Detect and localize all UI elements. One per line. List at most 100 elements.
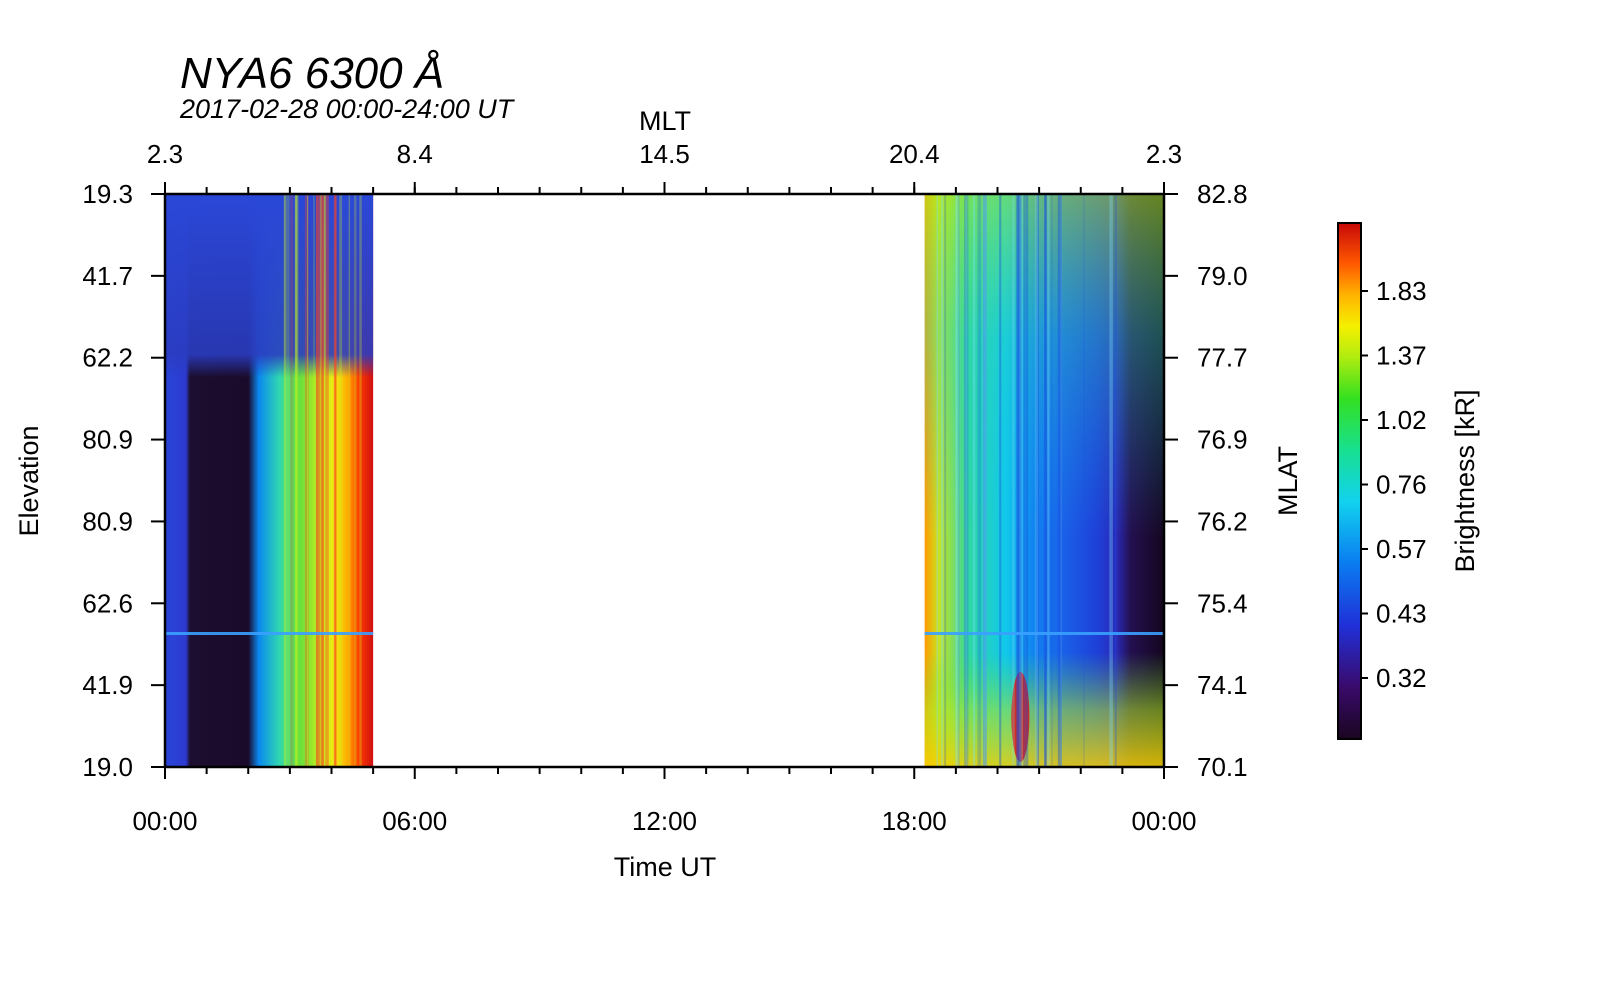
x-axis-bottom: 00:00 06:00 12:00 18:00 00:00 [132,187,1197,836]
aurora-streak [955,194,960,767]
aurora-streak [1015,194,1020,767]
top-axis-label: MLT [639,106,691,136]
colorbar-tick-label: 0.32 [1376,663,1427,693]
aurora-streak [1058,194,1062,767]
aurora-streak [1060,194,1062,767]
aurora-streak [294,194,298,767]
aurora-streak [359,194,362,767]
aurora-streak [1114,194,1117,767]
aurora-streak [1016,194,1020,767]
aurora-streak [1036,194,1039,767]
chart-title: NYA6 6300 Å [180,49,444,98]
keogram-image [165,194,1164,767]
aurora-streak [317,194,321,767]
aurora-streak [999,194,1002,767]
aurora-streak [1044,194,1047,767]
top-tick-label: 2.3 [1146,139,1182,169]
aurora-streak [973,194,976,767]
aurora-streak [313,194,315,767]
colorbar-tick-label: 0.57 [1376,534,1427,564]
aurora-streak [295,194,297,767]
aurora-streak [936,194,938,767]
top-tick-label: 14.5 [639,139,690,169]
aurora-streak [323,194,326,767]
aurora-streak [957,194,960,767]
y-axis-left: 19.3 41.7 62.2 80.9 80.9 62.6 41.9 19.0 [82,179,165,782]
y-axis-right: 82.8 79.0 77.7 76.9 76.2 75.4 74.1 70.1 [1164,179,1248,782]
artifact-line [165,632,374,635]
aurora-streak [283,194,286,767]
aurora-streak [334,194,336,767]
colorbar [1337,222,1362,740]
y-tick-label: 19.3 [82,179,133,209]
x-tick-label: 12:00 [632,806,697,836]
aurora-streak [285,194,290,767]
aurora-streak [1083,194,1085,767]
top-tick-label: 8.4 [397,139,433,169]
aurora-streak [982,194,985,767]
y-tick-label: 80.9 [82,506,133,536]
aurora-streak [304,194,309,767]
aurora-streak [955,194,958,767]
aurora-streak [334,194,338,767]
aurora-streak [339,194,343,767]
colorbar-tick-label: 0.43 [1376,599,1427,629]
morning-top-band [165,194,374,767]
aurora-streak [1044,194,1047,767]
x-axis-label: Time UT [614,852,717,882]
aurora-streak [1034,194,1039,767]
x-tick-label: 06:00 [382,806,447,836]
aurora-streak [316,194,319,767]
mlat-tick-label: 75.4 [1197,588,1248,618]
aurora-streak [353,194,357,767]
aurora-streak [1023,194,1026,767]
mlat-tick-label: 82.8 [1197,179,1248,209]
aurora-streak [317,194,322,767]
y-tick-label: 41.7 [82,261,133,291]
aurora-streak [320,194,324,767]
aurora-streak [1018,194,1022,767]
aurora-streak [1057,194,1059,767]
y-tick-label: 62.6 [82,588,133,618]
aurora-streak [965,194,967,767]
x-tick-label: 00:00 [1131,806,1196,836]
aurora-streak [316,194,318,767]
aurora-streak [977,194,982,767]
aurora-streak [319,194,322,767]
aurora-streak [982,194,987,767]
evening-bright-patch [1011,672,1030,762]
right-axis-label: MLAT [1273,446,1303,516]
colorbar-tick-label: 0.76 [1376,470,1427,500]
chart-subtitle: 2017-02-28 00:00-24:00 UT [179,94,516,124]
aurora-streak [983,194,987,767]
aurora-streak [1109,194,1113,767]
x-tick-label: 00:00 [132,806,197,836]
y-tick-label: 19.0 [82,752,133,782]
colorbar-tick-label: 1.83 [1376,276,1427,306]
mlat-tick-label: 70.1 [1197,752,1248,782]
aurora-streak [348,194,351,767]
artifact-line [924,632,1164,635]
aurora-streak [296,194,299,767]
colorbar-tick-label: 1.37 [1376,341,1427,371]
aurora-streak [1051,194,1053,767]
mlat-tick-label: 79.0 [1197,261,1248,291]
y-tick-label: 41.9 [82,670,133,700]
x-axis-top: 2.3 8.4 14.5 20.4 2.3 [147,139,1182,194]
aurora-streak [964,194,969,767]
mlat-tick-label: 76.9 [1197,425,1248,455]
y-tick-label: 80.9 [82,425,133,455]
aurora-streak [307,194,309,767]
mlat-tick-label: 76.2 [1197,506,1248,536]
aurora-streak [321,194,324,767]
colorbar-tick-label: 1.02 [1376,405,1427,435]
aurora-streak [333,194,336,767]
aurora-streak [941,194,944,767]
evening-bottom-band [924,194,1164,767]
aurora-streak [324,194,329,767]
aurora-streak [964,194,966,767]
mlat-tick-label: 77.7 [1197,343,1248,373]
left-axis-label: Elevation [14,425,44,536]
x-tick-label: 18:00 [882,806,947,836]
